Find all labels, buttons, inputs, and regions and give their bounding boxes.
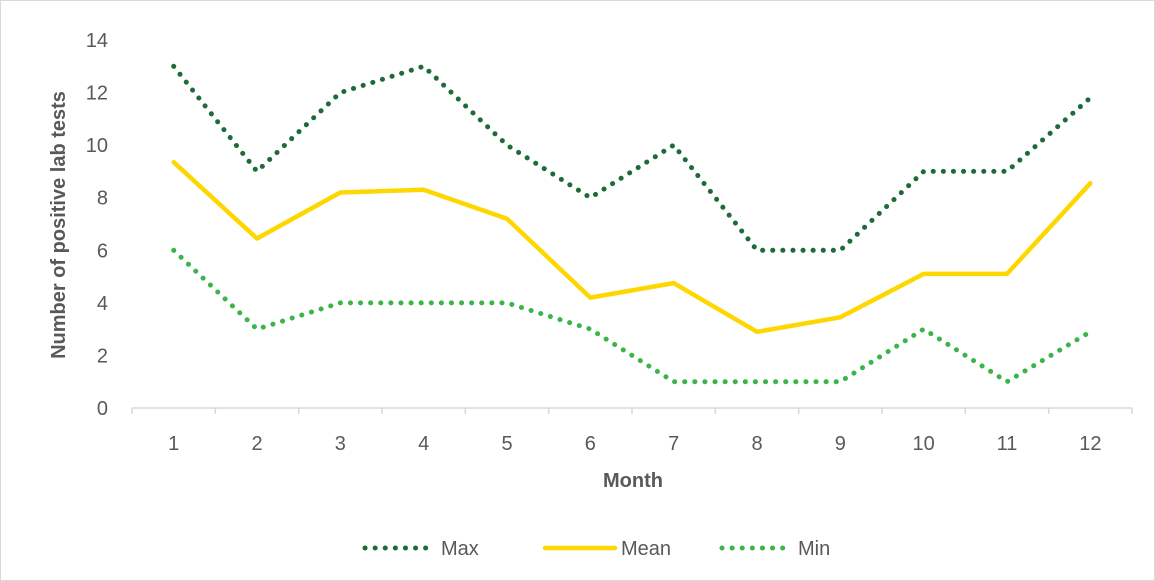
y-axis-ticks: 0 2 4 6 8 10 12 14 [86,30,108,420]
y-tick-label: 12 [86,83,108,105]
x-tick-label: 1 [168,433,179,455]
legend-label-min: Min [798,538,830,560]
x-tick-label: 5 [501,433,512,455]
x-tick-label: 7 [668,433,679,455]
y-tick-label: 4 [97,293,108,315]
y-tick-label: 8 [97,188,108,210]
x-tick-label: 4 [418,433,429,455]
legend: Max Mean Min [362,538,830,560]
x-tick-label: 12 [1079,433,1101,455]
series-line-min [171,247,1093,385]
y-axis-title: Number of positive lab tests [48,91,70,359]
y-tick-label: 0 [97,398,108,420]
legend-label-mean: Mean [621,538,671,560]
legend-label-max: Max [441,538,479,560]
x-tick-label: 2 [251,433,262,455]
series-line-max [171,63,1093,253]
x-axis-ticks: 1 2 3 4 5 6 7 8 9 10 11 12 [131,408,1133,455]
series-layer [171,63,1093,385]
y-tick-label: 2 [97,345,108,367]
y-tick-label: 14 [86,30,108,52]
x-tick-label: 10 [913,433,935,455]
x-tick-label: 11 [997,433,1018,455]
y-tick-label: 10 [86,135,108,157]
x-tick-label: 6 [585,433,596,455]
series-line-mean [171,159,1093,335]
x-tick-label: 8 [751,433,762,455]
x-tick-label: 3 [335,433,346,455]
x-axis-title: Month [603,470,663,492]
x-tick-label: 9 [835,433,846,455]
y-tick-label: 6 [97,240,108,262]
